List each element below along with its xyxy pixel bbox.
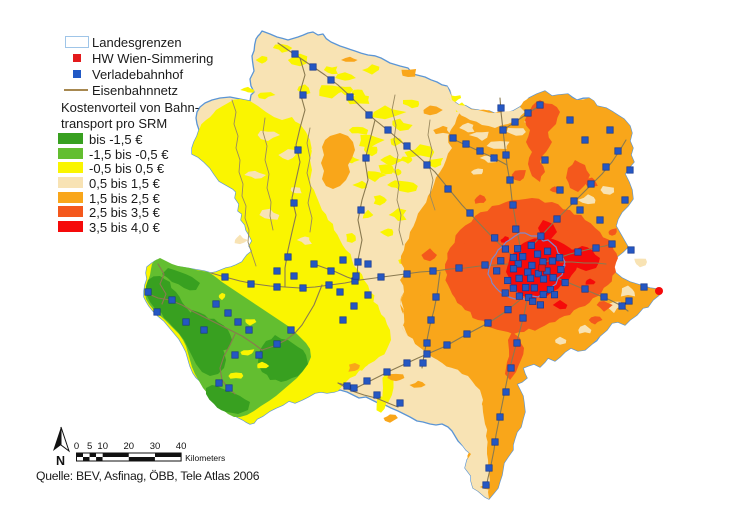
svg-text:0: 0 xyxy=(74,441,79,452)
svg-text:Kilometers: Kilometers xyxy=(185,453,225,463)
svg-text:5: 5 xyxy=(87,441,92,452)
svg-text:40: 40 xyxy=(176,441,187,452)
svg-text:10: 10 xyxy=(97,441,108,452)
svg-text:30: 30 xyxy=(150,441,161,452)
svg-text:N: N xyxy=(56,454,65,468)
svg-text:20: 20 xyxy=(124,441,135,452)
